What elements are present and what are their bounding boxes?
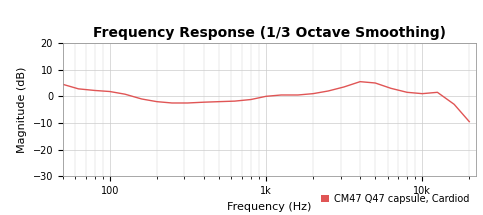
Title: Frequency Response (1/3 Octave Smoothing): Frequency Response (1/3 Octave Smoothing… xyxy=(93,26,446,40)
X-axis label: Frequency (Hz): Frequency (Hz) xyxy=(227,202,312,212)
Legend: CM47 Q47 capsule, Cardiod: CM47 Q47 capsule, Cardiod xyxy=(317,190,473,208)
Y-axis label: Magnitude (dB): Magnitude (dB) xyxy=(17,66,27,153)
